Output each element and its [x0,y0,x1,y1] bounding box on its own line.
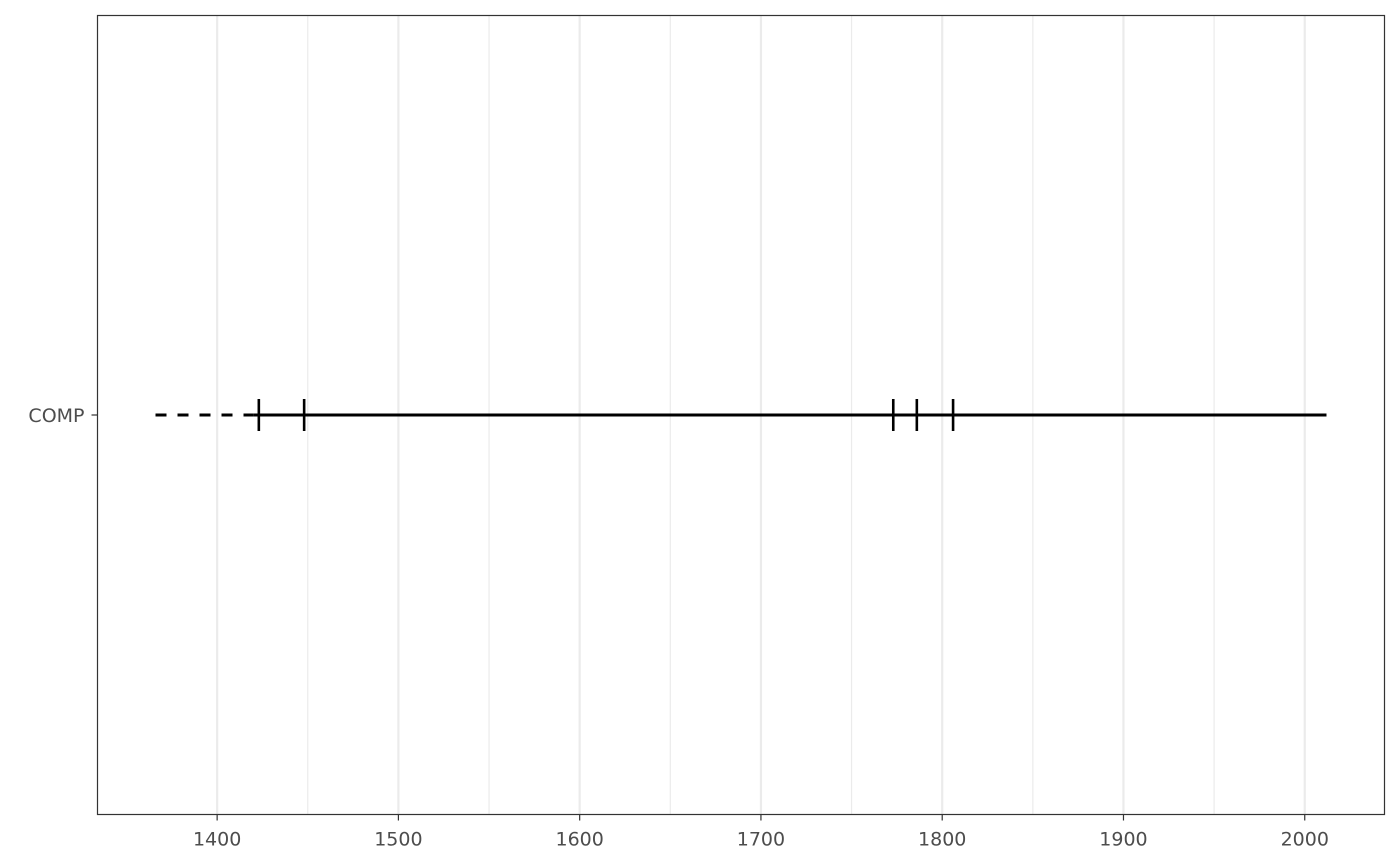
x-axis: 1400 1500 1600 1700 1800 1900 2000 [193,814,1329,851]
x-tick-label-1400: 1400 [193,829,241,851]
x-tick-label-2000: 2000 [1281,829,1329,851]
x-tick-label-1500: 1500 [374,829,422,851]
x-tick-label-1700: 1700 [737,829,785,851]
x-tick-label-1800: 1800 [918,829,966,851]
y-axis: COMP [28,405,98,427]
y-tick-label-comp: COMP [28,405,84,427]
series-layer [155,399,1327,431]
x-tick-label-1900: 1900 [1099,829,1147,851]
x-tick-label-1600: 1600 [555,829,603,851]
